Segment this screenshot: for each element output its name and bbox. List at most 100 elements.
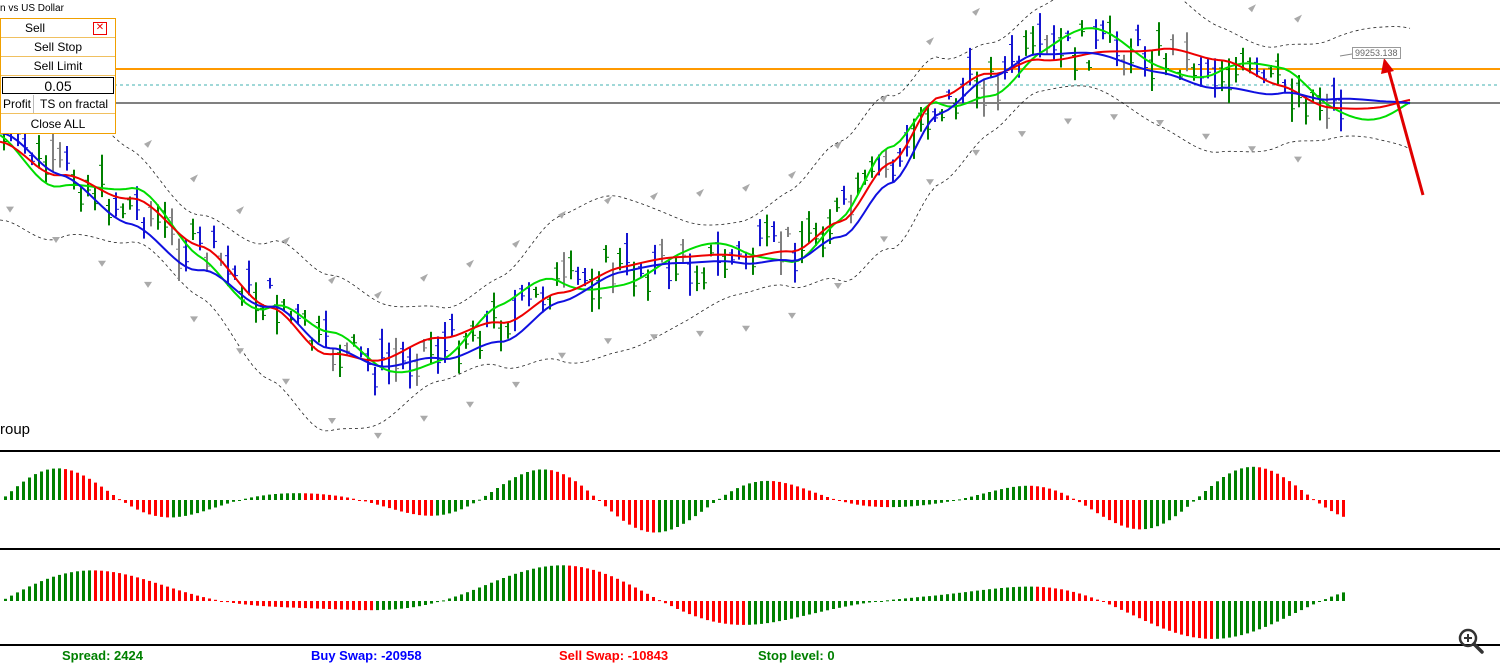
ac-bar [928, 596, 931, 601]
ao-bar [832, 498, 835, 500]
ac-bar [1198, 601, 1201, 639]
profit-button[interactable]: Profit [3, 97, 32, 111]
candle [372, 366, 378, 396]
ao-bar [1222, 477, 1225, 500]
ac-bar [22, 589, 25, 601]
ao-bar [274, 494, 277, 500]
sell-stop-button[interactable]: Sell Stop [1, 38, 115, 57]
ao-bar [436, 500, 439, 516]
ao-bar [1120, 500, 1123, 526]
ac-bar [298, 601, 301, 608]
ac-bar [958, 592, 961, 601]
fractal-down-icon [282, 378, 290, 385]
ac-bar [856, 601, 859, 605]
ao-bar [178, 500, 181, 517]
ts-on-fractal-button[interactable]: TS on fractal [40, 97, 109, 111]
ao-bar [298, 493, 301, 500]
candle [610, 262, 616, 294]
ao-bar [118, 499, 121, 501]
ac-bar [1162, 601, 1165, 629]
trade-panel: Sell ✕ Sell Stop Sell Limit 0.05 Profit … [0, 18, 116, 134]
ao-bar [934, 500, 937, 504]
ao-bar [718, 498, 721, 500]
candle [575, 266, 581, 285]
ac-bar [1102, 601, 1105, 602]
ac-bar [982, 589, 985, 601]
ao-bar [10, 491, 13, 500]
ac-bar [874, 601, 877, 602]
sell-limit-button[interactable]: Sell Limit [1, 57, 115, 76]
ac-bar [196, 595, 199, 601]
candle [750, 247, 756, 275]
fractal-up-icon [190, 174, 198, 183]
ao-bar [778, 481, 781, 500]
ao-bar [634, 500, 637, 528]
candle [323, 310, 329, 348]
ac-bar [34, 583, 37, 601]
ao-bar [844, 500, 847, 503]
ac-bar [160, 584, 163, 601]
zoom-in-icon[interactable] [1458, 628, 1484, 654]
candle [505, 322, 511, 339]
candle [449, 313, 455, 337]
ao-bar [1078, 500, 1081, 503]
ao-bar [1138, 500, 1141, 530]
ac-bar [406, 601, 409, 608]
ac-bar [832, 601, 835, 609]
candle [78, 186, 84, 212]
ao-bar [916, 500, 919, 506]
fractal-up-icon [466, 259, 474, 268]
fractal-down-icon [696, 330, 704, 337]
close-all-button[interactable]: Close ALL [1, 114, 115, 133]
ac-bar [1324, 599, 1327, 601]
candle [463, 332, 469, 349]
ao-bar [1048, 488, 1051, 500]
close-x-icon[interactable]: ✕ [93, 22, 107, 35]
ac-bar [70, 572, 73, 601]
ao-bar [784, 483, 787, 500]
ac-bar [514, 573, 517, 601]
ac-bar [1108, 601, 1111, 605]
sell-button[interactable]: Sell ✕ [1, 19, 115, 38]
ao-bar [1312, 499, 1315, 501]
ao-bar [142, 500, 145, 513]
ac-bar [346, 601, 349, 610]
ao-bar [250, 497, 253, 500]
candle [1331, 77, 1337, 111]
ac-bar [628, 584, 631, 601]
ao-bar [712, 500, 715, 503]
candle [967, 47, 973, 86]
ao-bar [1264, 468, 1267, 500]
ac-bar [1318, 601, 1321, 602]
candle [1289, 78, 1295, 122]
candle [596, 271, 602, 310]
ao-bar [1030, 485, 1033, 500]
ac-bar [616, 578, 619, 601]
ao-bar [220, 500, 223, 506]
ac-bar [544, 566, 547, 601]
lot-size-input[interactable]: 0.05 [2, 77, 114, 94]
fractal-up-icon [650, 192, 658, 201]
candle [225, 245, 231, 287]
ao-bar [538, 469, 541, 500]
ao-bar [682, 500, 685, 524]
ao-bar [370, 500, 373, 503]
ao-bar [22, 481, 25, 500]
ac-bar [640, 590, 643, 601]
ao-bar [442, 500, 445, 515]
ac-bar [46, 578, 49, 601]
fractal-up-icon [282, 236, 290, 245]
ao-bar [508, 480, 511, 500]
ac-bar [376, 601, 379, 611]
ac-bar [1216, 601, 1219, 639]
ao-bar [544, 469, 547, 500]
ao-bar [1306, 494, 1309, 500]
ao-bar [316, 493, 319, 500]
ao-bar [1246, 467, 1249, 500]
ac-bar [466, 592, 469, 601]
ao-bar [850, 500, 853, 504]
ac-bar [706, 601, 709, 621]
ao-bar [418, 500, 421, 516]
ao-bar [1024, 485, 1027, 500]
